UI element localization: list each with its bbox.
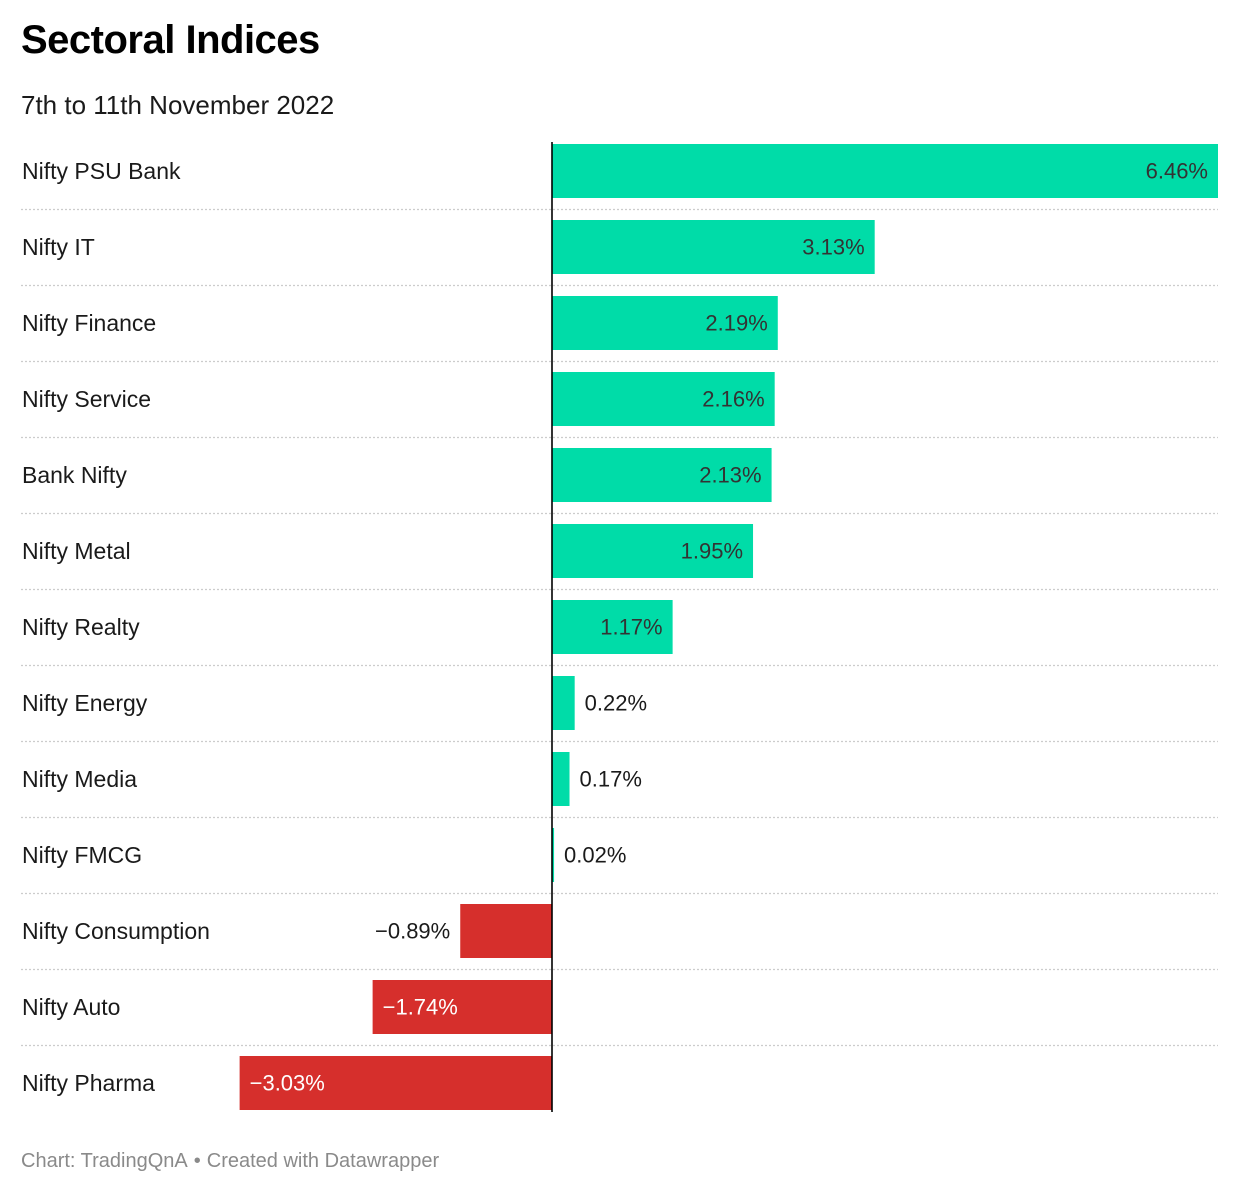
value-label: 1.17% bbox=[600, 615, 662, 640]
bar bbox=[552, 524, 754, 578]
value-label: −1.74% bbox=[383, 995, 458, 1020]
chart-title: Sectoral Indices bbox=[21, 18, 320, 62]
category-label: Nifty Finance bbox=[22, 310, 156, 336]
value-label: 1.95% bbox=[681, 539, 743, 564]
value-label: 2.19% bbox=[705, 311, 767, 336]
footer-separator: • bbox=[193, 1150, 201, 1172]
category-label: Bank Nifty bbox=[22, 462, 127, 488]
value-label: −0.89% bbox=[375, 919, 450, 944]
bar bbox=[552, 144, 1218, 198]
bar bbox=[552, 752, 570, 806]
category-label: Nifty Energy bbox=[22, 690, 148, 716]
bar bbox=[552, 220, 875, 274]
category-label: Nifty PSU Bank bbox=[22, 158, 181, 184]
credit-note: Created with Datawrapper bbox=[206, 1150, 440, 1172]
bar bbox=[552, 372, 775, 426]
chart-footer: Chart: TradingQnA • Created with Datawrapp… bbox=[21, 1150, 439, 1173]
value-label: 0.17% bbox=[580, 767, 642, 792]
chart-subtitle: 7th to 11th November 2022 bbox=[21, 90, 335, 120]
value-label: 3.13% bbox=[802, 235, 864, 260]
bar bbox=[239, 1056, 552, 1110]
category-label: Nifty Service bbox=[22, 386, 151, 412]
category-label: Nifty IT bbox=[22, 234, 95, 260]
bar bbox=[552, 600, 673, 654]
category-label: Nifty Consumption bbox=[22, 918, 210, 944]
bar bbox=[552, 296, 778, 350]
bar bbox=[552, 828, 555, 882]
source-note: Chart: TradingQnA bbox=[21, 1150, 188, 1172]
category-label: Nifty Realty bbox=[22, 614, 140, 640]
bar bbox=[460, 904, 552, 958]
value-label: −3.03% bbox=[250, 1071, 325, 1096]
bar bbox=[552, 448, 772, 502]
bar bbox=[552, 676, 575, 730]
category-label: Nifty Metal bbox=[22, 538, 131, 564]
category-label: Nifty FMCG bbox=[22, 842, 142, 868]
value-label: 0.22% bbox=[585, 691, 647, 716]
category-label: Nifty Pharma bbox=[22, 1070, 155, 1096]
category-label: Nifty Media bbox=[22, 766, 137, 792]
value-label: 0.02% bbox=[564, 843, 626, 868]
bar bbox=[372, 980, 552, 1034]
value-label: 6.46% bbox=[1146, 159, 1208, 184]
value-label: 2.13% bbox=[699, 463, 761, 488]
category-label: Nifty Auto bbox=[22, 994, 120, 1020]
value-label: 2.16% bbox=[702, 387, 764, 412]
